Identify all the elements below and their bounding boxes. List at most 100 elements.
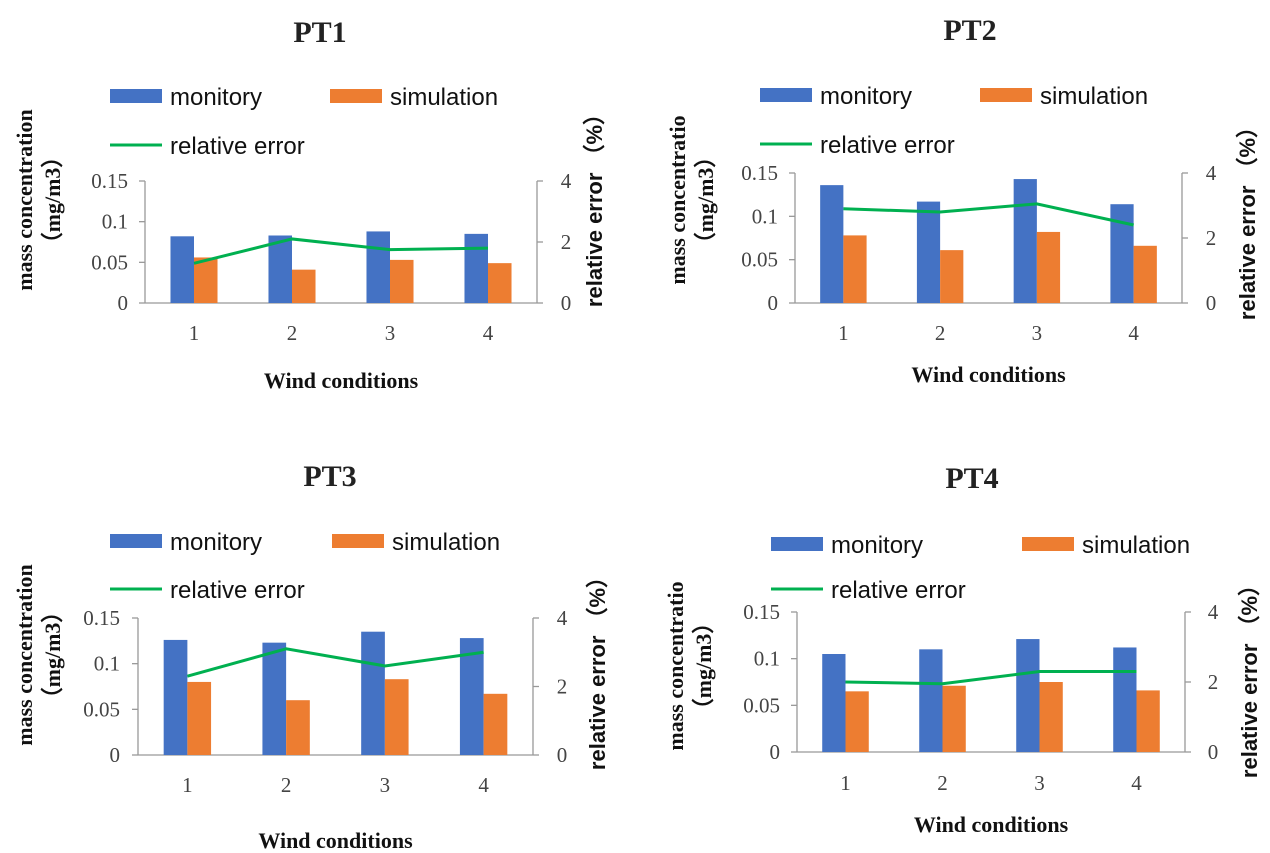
x-axis-title: Wind conditions — [911, 362, 1066, 387]
y-axis-title: mass concentratio （mg/m3） — [665, 115, 718, 284]
legend-label-simulation: simulation — [392, 529, 500, 556]
x-tick-label: 3 — [1032, 321, 1043, 345]
legend-swatch-monitory — [760, 88, 812, 102]
y-tick-label: 0.05 — [91, 250, 128, 274]
chart-title: PT2 — [943, 14, 996, 47]
y2-tick-label: 4 — [1208, 600, 1219, 624]
y-tick-label: 0.15 — [91, 169, 128, 193]
bar-simulation-1 — [194, 257, 218, 303]
bar-simulation-3 — [390, 259, 414, 303]
bar-simulation-2 — [292, 269, 316, 303]
y2-tick-label: 0 — [1208, 740, 1219, 764]
y-axis-title-line: （mg/m3） — [693, 146, 718, 255]
x-tick-label: 2 — [287, 321, 298, 345]
y-tick-label: 0 — [118, 291, 129, 315]
y-tick-label: 0.1 — [94, 652, 120, 676]
legend: monitory simulation relative error — [110, 84, 498, 160]
bar-simulation-3 — [1039, 682, 1063, 752]
y-tick-label: 0.1 — [102, 210, 128, 234]
legend: monitory simulation relative error — [771, 532, 1190, 604]
y2-axis-title: relative error （%） — [1237, 574, 1262, 778]
y-axis-title: mass concentration （mg/m3） — [12, 109, 65, 290]
y-tick-label: 0 — [768, 291, 779, 315]
x-axis-title: Wind conditions — [914, 812, 1069, 837]
chart-title: PT1 — [293, 16, 346, 49]
bar-simulation-4 — [1133, 245, 1157, 303]
legend-label-monitory: monitory — [170, 84, 262, 111]
bar-monitory-3 — [366, 231, 390, 303]
bar-monitory-2 — [262, 642, 287, 755]
x-tick-label: 2 — [937, 771, 948, 795]
y2-tick-label: 4 — [1206, 161, 1217, 185]
legend-label-monitory: monitory — [820, 83, 912, 110]
bar-simulation-1 — [845, 691, 869, 752]
y-tick-label: 0.05 — [741, 248, 778, 272]
line-relative-error — [193, 237, 489, 265]
x-tick-label: 2 — [281, 773, 292, 797]
y-tick-label: 0.1 — [752, 204, 778, 228]
bar-monitory-3 — [1016, 639, 1040, 752]
x-tick-label: 3 — [1034, 771, 1045, 795]
legend-label-relative-error: relative error — [170, 577, 305, 604]
bar-monitory-1 — [820, 185, 844, 303]
bar-monitory-4 — [464, 233, 488, 303]
legend-label-relative-error: relative error — [170, 133, 305, 160]
y2-axis-title: relative error （%） — [1235, 116, 1260, 320]
y-tick-label: 0.15 — [743, 600, 780, 624]
x-tick-label: 4 — [478, 773, 489, 797]
y-tick-label: 0.15 — [83, 606, 120, 630]
legend: monitory simulation relative error — [110, 529, 500, 604]
chart-pt2: PT2 monitory simulation relative error 0 0.05… — [665, 14, 1260, 387]
bar-monitory-1 — [163, 639, 188, 755]
x-tick-label: 1 — [189, 321, 200, 345]
x-axis-title: Wind conditions — [258, 828, 413, 853]
y2-tick-label: 0 — [1206, 291, 1217, 315]
y2-axis-title: relative error （%） — [582, 103, 607, 307]
y2-axis-title: relative error （%） — [585, 566, 610, 770]
bar-simulation-2 — [286, 700, 310, 755]
x-tick-label: 2 — [935, 321, 946, 345]
bar-monitory-4 — [1113, 647, 1137, 752]
bar-monitory-2 — [268, 235, 292, 303]
bar-simulation-3 — [384, 679, 409, 755]
x-tick-label: 4 — [1128, 321, 1139, 345]
y2-tick-label: 2 — [1208, 670, 1219, 694]
y-tick-label: 0.15 — [741, 161, 778, 185]
legend-label-relative-error: relative error — [820, 132, 955, 159]
legend-swatch-simulation — [1022, 537, 1074, 551]
x-tick-label: 1 — [838, 321, 849, 345]
y2-tick-label: 2 — [557, 675, 568, 699]
legend-swatch-simulation — [332, 534, 384, 548]
y2-tick-label: 4 — [557, 606, 568, 630]
y2-tick-label: 2 — [1206, 226, 1217, 250]
x-tick-label: 1 — [840, 771, 851, 795]
line-relative-error — [186, 647, 484, 678]
line-relative-error — [845, 670, 1137, 686]
y-tick-label: 0 — [110, 743, 121, 767]
bar-simulation-1 — [843, 235, 867, 303]
y-axis-title-line: mass concentratio — [663, 581, 688, 750]
bar-monitory-3 — [361, 631, 385, 755]
y-axis-title: mass concentration （mg/m3） — [12, 564, 65, 745]
bar-monitory-1 — [170, 236, 194, 303]
x-tick-label: 4 — [1131, 771, 1142, 795]
y-tick-label: 0.05 — [743, 693, 780, 717]
bar-simulation-2 — [942, 685, 966, 752]
x-tick-label: 3 — [380, 773, 391, 797]
bar-monitory-2 — [919, 649, 943, 752]
y2-tick-label: 0 — [561, 291, 572, 315]
bar-simulation-4 — [488, 263, 512, 303]
y-tick-label: 0.05 — [83, 697, 120, 721]
y-tick-label: 0 — [770, 740, 781, 764]
chart-pt3: PT3 monitory simulation relative error 0 0.05… — [12, 460, 610, 853]
bar-simulation-2 — [940, 250, 964, 303]
y-axis-title-line: mass concentration — [12, 564, 37, 745]
legend-label-simulation: simulation — [1040, 83, 1148, 110]
legend-swatch-monitory — [110, 534, 162, 548]
legend: monitory simulation relative error — [760, 83, 1148, 159]
legend-label-simulation: simulation — [1082, 532, 1190, 559]
bar-monitory-2 — [916, 201, 941, 303]
y-axis-title-line: （mg/m3） — [691, 612, 716, 721]
legend-label-monitory: monitory — [831, 532, 923, 559]
